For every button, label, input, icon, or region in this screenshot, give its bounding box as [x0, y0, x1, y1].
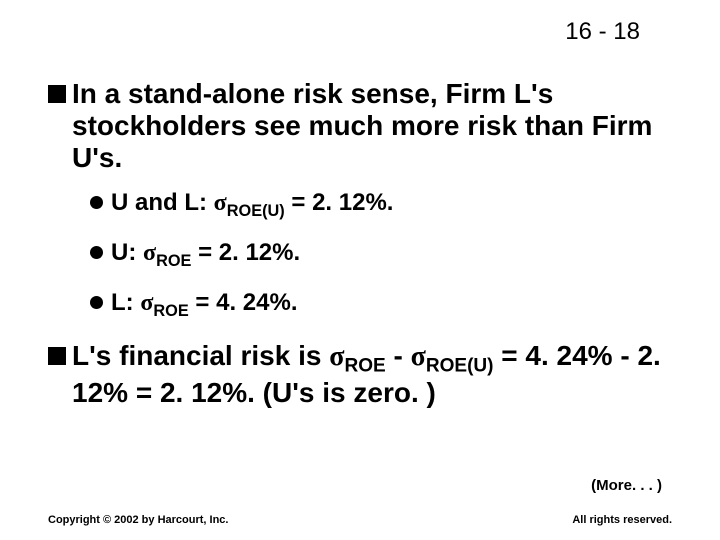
b2-sub2: ROE(U) [426, 355, 494, 376]
sub-bullet-list: U and L: σROE(U) = 2. 12%. U: σROE = 2. … [90, 189, 672, 322]
slide-content: In a stand-alone risk sense, Firm L's st… [48, 78, 672, 421]
circle-bullet-icon [90, 246, 103, 259]
b2-part1: L's financial risk is [72, 340, 329, 371]
sub1-prefix: U and L: [111, 189, 214, 216]
sigma-icon: σ [140, 290, 153, 316]
more-indicator: (More. . . ) [591, 477, 662, 494]
sub2-suffix: = 2. 12%. [191, 239, 300, 266]
sub3-prefix: L: [111, 289, 140, 316]
sub3-suffix: = 4. 24%. [189, 289, 298, 316]
sigma-icon: σ [214, 190, 227, 216]
bullet-1: In a stand-alone risk sense, Firm L's st… [48, 78, 672, 175]
sigma-icon: σ [329, 341, 344, 372]
circle-bullet-icon [90, 196, 103, 209]
bullet-2: L's financial risk is σROE - σROE(U) = 4… [48, 340, 672, 410]
sub2-prefix: U: [111, 239, 143, 266]
sigma-icon: σ [143, 240, 156, 266]
square-bullet-icon [48, 347, 66, 365]
sub-bullet-3-text: L: σROE = 4. 24%. [111, 289, 298, 321]
page-number: 16 - 18 [565, 18, 640, 46]
sub2-subscript: ROE [156, 252, 191, 270]
sub-bullet-2: U: σROE = 2. 12%. [90, 239, 672, 271]
sub-bullet-3: L: σROE = 4. 24%. [90, 289, 672, 321]
square-bullet-icon [48, 85, 66, 103]
copyright-text: Copyright © 2002 by Harcourt, Inc. [48, 514, 228, 526]
bullet-1-text: In a stand-alone risk sense, Firm L's st… [72, 78, 672, 175]
bullet-2-text: L's financial risk is σROE - σROE(U) = 4… [72, 340, 672, 410]
sub3-subscript: ROE [153, 302, 188, 320]
rights-text: All rights reserved. [572, 514, 672, 526]
sub-bullet-2-text: U: σROE = 2. 12%. [111, 239, 300, 271]
sub1-subscript: ROE(U) [227, 201, 285, 219]
b2-mid: - [386, 340, 411, 371]
sub-bullet-1-text: U and L: σROE(U) = 2. 12%. [111, 189, 393, 221]
sigma-icon: σ [411, 341, 426, 372]
circle-bullet-icon [90, 296, 103, 309]
sub1-suffix: = 2. 12%. [285, 189, 394, 216]
b2-sub1: ROE [344, 355, 385, 376]
sub-bullet-1: U and L: σROE(U) = 2. 12%. [90, 189, 672, 221]
